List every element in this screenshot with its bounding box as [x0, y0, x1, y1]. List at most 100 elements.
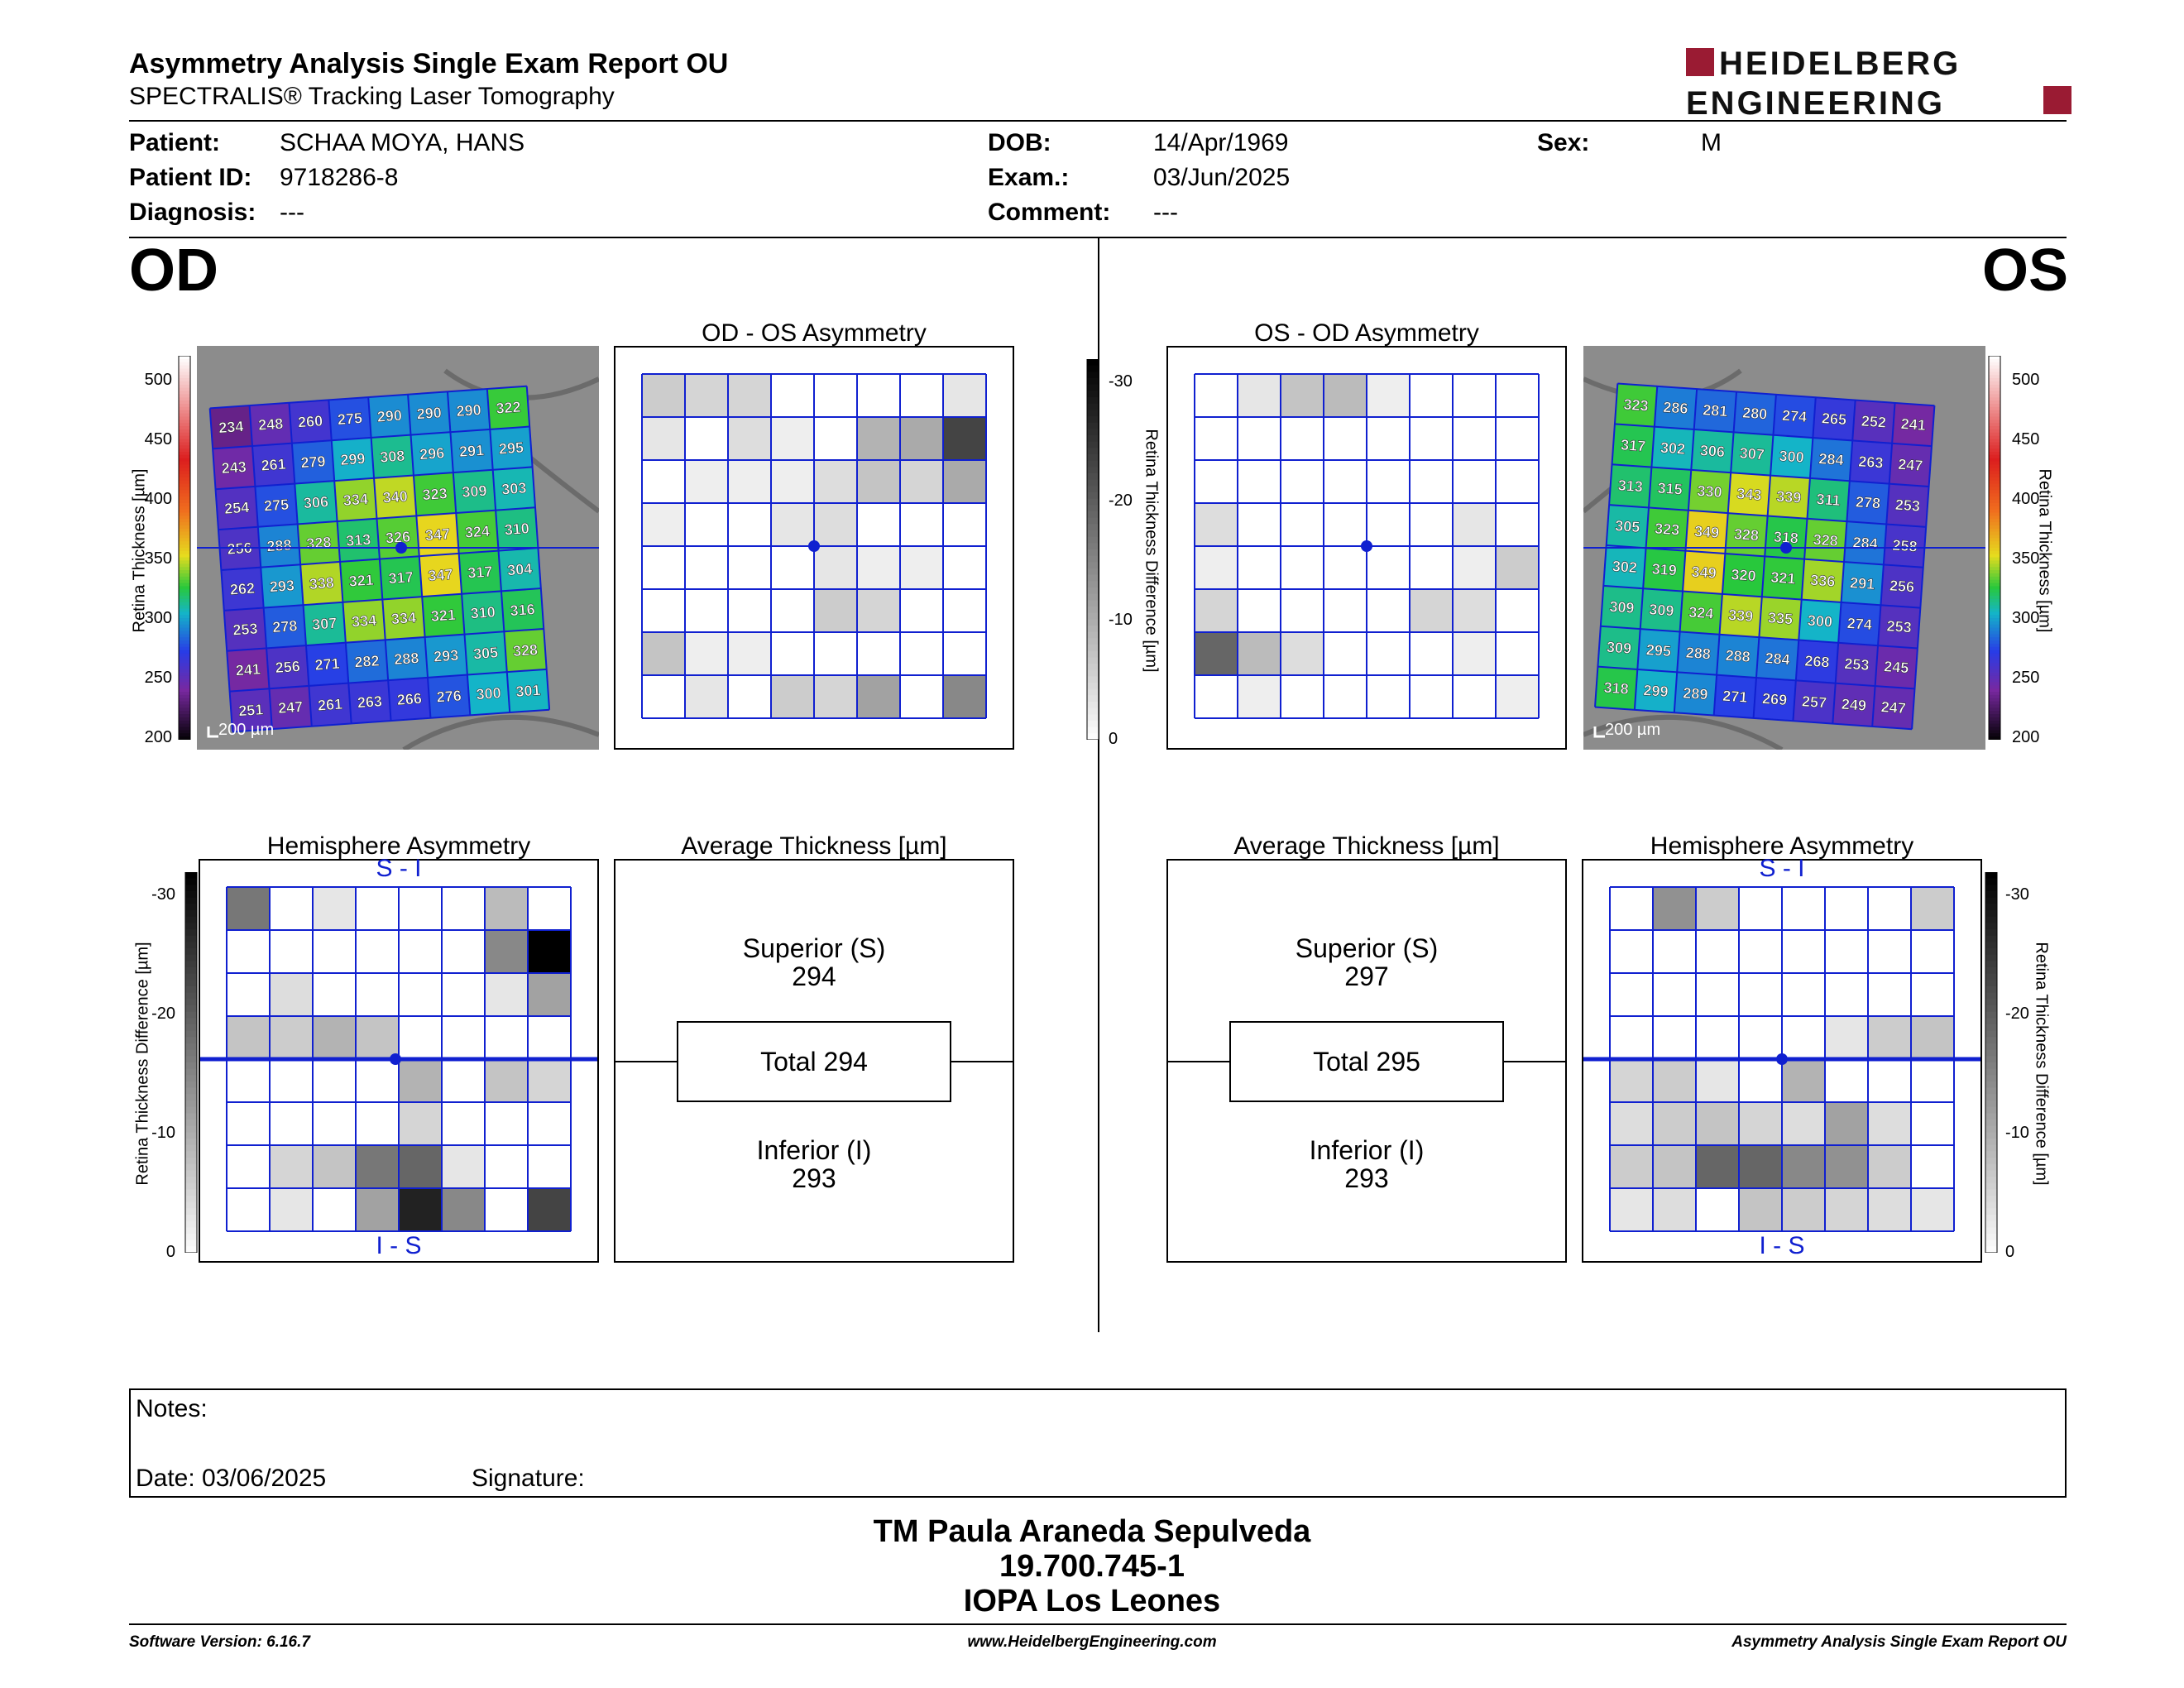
os-thickness-value: 281 — [1703, 401, 1728, 420]
od-hemi-diff-cell — [485, 1016, 528, 1059]
os-thickness-cell — [1674, 672, 1717, 716]
os-thickness-cell — [1886, 483, 1929, 527]
os-thickness-value: 245 — [1884, 658, 1909, 676]
os-thickness-value: 339 — [1727, 607, 1753, 625]
od-thickness-value: 282 — [354, 652, 380, 670]
od-thickness-value: 247 — [277, 698, 303, 717]
os-hemi-diff-cell — [1868, 887, 1911, 930]
od-thickness-value: 347 — [428, 566, 453, 584]
od-asym-diff-cell — [857, 632, 900, 675]
os-thickness-value: 309 — [1606, 639, 1631, 657]
os-hemi-panel — [1582, 859, 1982, 1263]
od-thickness-value: 323 — [422, 485, 448, 503]
od-asym-diff-cell — [685, 546, 728, 589]
od-thickness-value: 321 — [430, 607, 456, 625]
od-thickness-cell — [303, 602, 346, 646]
os-thickness-value: 278 — [1855, 493, 1880, 511]
od-thickness-cell — [498, 548, 541, 592]
os-asym-diff-cell — [1453, 417, 1496, 460]
os-hemi-title: Hemisphere Asymmetry — [1650, 832, 1914, 860]
os-thickness-cell — [1875, 645, 1918, 689]
os-thickness-value: 306 — [1699, 442, 1725, 460]
os-thickness-value: 284 — [1818, 450, 1844, 468]
os-asym-diff-cell — [1410, 417, 1453, 460]
os-thickness-value: 309 — [1609, 598, 1635, 616]
od-asym-diff-cell — [857, 417, 900, 460]
os-asym-diff-cell — [1324, 417, 1367, 460]
od-thickness-value: 308 — [380, 448, 405, 466]
od-thickness-value: 271 — [314, 655, 340, 674]
od-hemi-center-marker — [390, 1053, 401, 1065]
os-hemi-diff-cell — [1782, 930, 1825, 973]
dob-value: 14/Apr/1969 — [1153, 129, 1289, 156]
od-hemi-diff-cell — [399, 1188, 442, 1231]
os-scale-bar: 200 µm — [1605, 721, 1660, 739]
os-hemi-diff-cell — [1868, 1188, 1911, 1231]
os-thickness-cell — [1645, 507, 1688, 551]
od-thickness-cell — [458, 550, 501, 594]
os-asym-center-marker — [1361, 540, 1372, 552]
os-asym-diff-cell — [1496, 632, 1539, 675]
os-asym-diff-cell — [1324, 503, 1367, 546]
od-asym-diff-cell — [900, 417, 943, 460]
od-thickness-cell — [413, 472, 457, 516]
od-asym-diff-cell — [771, 546, 814, 589]
notes-box[interactable] — [129, 1388, 2067, 1498]
od-thickness-cell — [490, 426, 533, 470]
os-thickness-cell — [1640, 588, 1684, 632]
od-thickness-cell — [289, 400, 332, 444]
od-thickness-value: 334 — [342, 491, 368, 509]
os-thickness-cell — [1761, 556, 1805, 600]
os-hemi-diff-cell — [1653, 930, 1696, 973]
os-asym-diff-cell — [1453, 460, 1496, 503]
os-thickness-value: 295 — [1645, 641, 1671, 659]
os-asym-diff-cell — [1367, 417, 1410, 460]
os-hemi-diff-cell — [1825, 1059, 1868, 1102]
od-thickness-cell — [492, 467, 536, 511]
od-hemi-diff-cell — [356, 973, 399, 1016]
od-thickness-cell — [334, 477, 377, 522]
od-asym-diff-cell — [685, 417, 728, 460]
os-asym-diff-cell — [1496, 374, 1539, 417]
os-asym-diff-cell — [1195, 546, 1238, 589]
center-divider — [1098, 238, 1099, 1332]
os-thickness-cell — [1597, 626, 1640, 669]
os-thickness-value: 253 — [1886, 617, 1912, 635]
od-thickness-value: 296 — [419, 444, 444, 463]
od-asym-diff-cell — [728, 675, 771, 718]
os-hemi-diff-cell — [1610, 1102, 1653, 1145]
os-thickness-value: 328 — [1733, 525, 1759, 544]
signature-institution: IOPA Los Leones — [963, 1584, 1221, 1618]
os-hemi-colorbar — [1984, 871, 1999, 1254]
os-hemi-diff-cell — [1653, 1145, 1696, 1188]
od-hemi-diff-cell — [528, 887, 571, 930]
website-link[interactable]: www.HeidelbergEngineering.com — [967, 1633, 1217, 1651]
os-thickness-cell — [1809, 438, 1853, 482]
os-thickness-value: 313 — [1617, 477, 1643, 495]
od-asym-diff-cell — [685, 589, 728, 632]
os-hemi-diff-cell — [1782, 1145, 1825, 1188]
os-thickness-cell — [1770, 434, 1813, 478]
heidelberg-logo: HEIDELBERG ENGINEERING — [1686, 46, 2071, 119]
od-thickness-cell — [249, 402, 292, 446]
od-thickness-cell — [419, 553, 462, 597]
od-asym-diff-cell — [771, 374, 814, 417]
os-asym-diff-cell — [1238, 589, 1281, 632]
os-thickness-cell — [1606, 505, 1649, 549]
od-asym-diff-cell — [900, 589, 943, 632]
os-hemi-diff-cell — [1696, 1059, 1739, 1102]
od-thickness-cell — [257, 524, 301, 568]
diff-tick: -20 — [1109, 492, 1133, 510]
os-thickness-value: 268 — [1804, 653, 1830, 671]
os-hemi-diff-cell — [1911, 973, 1954, 1016]
os-hemi-diff-cell — [1610, 1059, 1653, 1102]
os-asym-diff-cell — [1195, 632, 1238, 675]
os-asym-diff-cell — [1195, 503, 1238, 546]
os-asym-diff-cell — [1281, 460, 1324, 503]
od-asym-diff-cell — [943, 632, 986, 675]
os-hemi-diff-cell — [1782, 887, 1825, 930]
od-hemi-bottom-label: I - S — [376, 1232, 422, 1259]
od-thickness-cell — [269, 685, 312, 730]
comment-value: --- — [1153, 199, 1178, 226]
os-hemi-diff-cell — [1653, 1059, 1696, 1102]
